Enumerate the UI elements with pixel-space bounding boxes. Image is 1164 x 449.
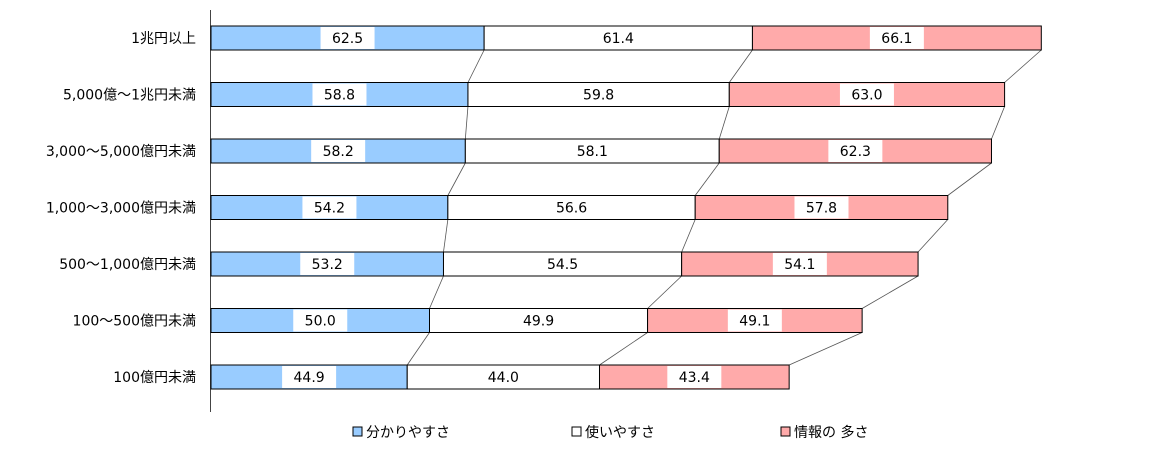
series-line-2-0	[1004, 49, 1042, 83]
data-label-0-1: 58.8	[324, 88, 355, 104]
data-label-bg-0-4	[300, 253, 355, 275]
data-label-bg-2-5	[727, 309, 782, 332]
data-label-1-1: 59.8	[583, 88, 614, 104]
legend: 分かりやすさ 使いやすさ 情報の 多さ	[352, 424, 868, 441]
data-label-bg-2-1	[839, 83, 894, 106]
series-line-1-1	[718, 106, 730, 140]
data-label-bg-0-5	[293, 309, 348, 332]
data-label-2-4: 54.1	[784, 257, 815, 273]
category-label-2: 3,000～5,000億円未満	[46, 144, 196, 160]
legend-label-0: 分かりやすさ	[366, 425, 450, 441]
series-line-0-4	[429, 275, 444, 309]
data-label-bg-1-6	[476, 366, 531, 388]
data-label-bg-2-2	[828, 140, 883, 162]
data-label-bg-0-1	[312, 83, 367, 106]
series-lines	[406, 49, 1042, 366]
data-label-0-2: 58.2	[323, 144, 354, 160]
data-label-bg-0-3	[302, 196, 357, 219]
series-line-2-1	[991, 106, 1005, 140]
category-label-1: 5,000億～1兆円未満	[63, 88, 196, 104]
data-label-bg-0-2	[311, 140, 366, 162]
data-label-bg-1-2	[565, 140, 620, 162]
category-labels: 1兆円以上 5,000億～1兆円未満 3,000～5,000億円未満 1,000～3,…	[46, 31, 196, 386]
legend-swatch-item-0	[352, 426, 363, 437]
category-label-5: 100～500億円未満	[73, 314, 196, 330]
series-line-1-0	[728, 49, 753, 83]
data-label-bg-1-0	[591, 27, 646, 49]
legend-swatch-item-1	[571, 426, 582, 437]
data-label-1-6: 44.0	[488, 370, 519, 386]
series-line-0-1	[464, 106, 469, 140]
series-line-0-2	[447, 162, 466, 196]
data-label-2-0: 66.1	[881, 31, 912, 47]
data-label-1-4: 54.5	[547, 257, 578, 273]
series-line-2-2	[947, 162, 992, 196]
data-label-bg-1-1	[571, 83, 626, 106]
category-label-0: 1兆円以上	[131, 31, 196, 47]
data-label-1-2: 58.1	[577, 144, 608, 160]
data-label-0-3: 54.2	[314, 201, 345, 217]
data-labels: 62.5 61.4 66.1 58.8 59.8 63.0 58.2 58.1 62.3 54.2…	[282, 27, 924, 388]
series-line-1-5	[599, 332, 648, 366]
series-line-1-3	[681, 219, 696, 253]
data-label-bg-0-6	[282, 366, 337, 388]
data-label-2-6: 43.4	[679, 370, 710, 386]
series-line-0-5	[406, 332, 430, 366]
category-label-3: 1,000～3,000億円未満	[46, 201, 196, 217]
series-line-0-3	[443, 219, 449, 253]
data-label-1-5: 49.9	[523, 314, 554, 330]
data-label-0-6: 44.9	[294, 370, 325, 386]
data-label-2-2: 62.3	[840, 144, 871, 160]
data-label-1-3: 56.6	[556, 201, 587, 217]
legend-label-2: 情報の 多さ	[794, 424, 868, 441]
data-label-bg-0-0	[320, 27, 375, 49]
series-line-2-3	[917, 219, 949, 253]
data-label-0-4: 53.2	[312, 257, 343, 273]
data-label-0-0: 62.5	[332, 31, 363, 47]
data-label-1-0: 61.4	[603, 31, 634, 47]
data-label-2-1: 63.0	[851, 88, 882, 104]
data-label-bg-2-0	[869, 27, 924, 49]
data-label-2-5: 49.1	[739, 314, 770, 330]
data-label-bg-1-3	[544, 196, 599, 219]
series-line-2-5	[788, 332, 863, 366]
data-label-bg-2-6	[667, 366, 722, 388]
series-line-1-2	[694, 162, 720, 196]
data-label-bg-1-5	[511, 309, 566, 332]
data-label-bg-1-4	[535, 253, 590, 275]
series-line-0-0	[467, 49, 485, 83]
series-line-1-4	[647, 275, 682, 309]
data-label-0-5: 50.0	[305, 314, 336, 330]
data-label-2-3: 57.8	[806, 201, 837, 217]
category-label-4: 500～1,000億円未満	[59, 257, 196, 273]
data-label-bg-2-4	[772, 253, 827, 275]
legend-label-1: 使いやすさ	[585, 424, 655, 441]
series-line-2-4	[861, 275, 919, 309]
data-label-bg-2-3	[794, 196, 849, 219]
category-label-6: 100億円未満	[113, 370, 196, 386]
legend-swatch-item-2	[780, 426, 791, 437]
